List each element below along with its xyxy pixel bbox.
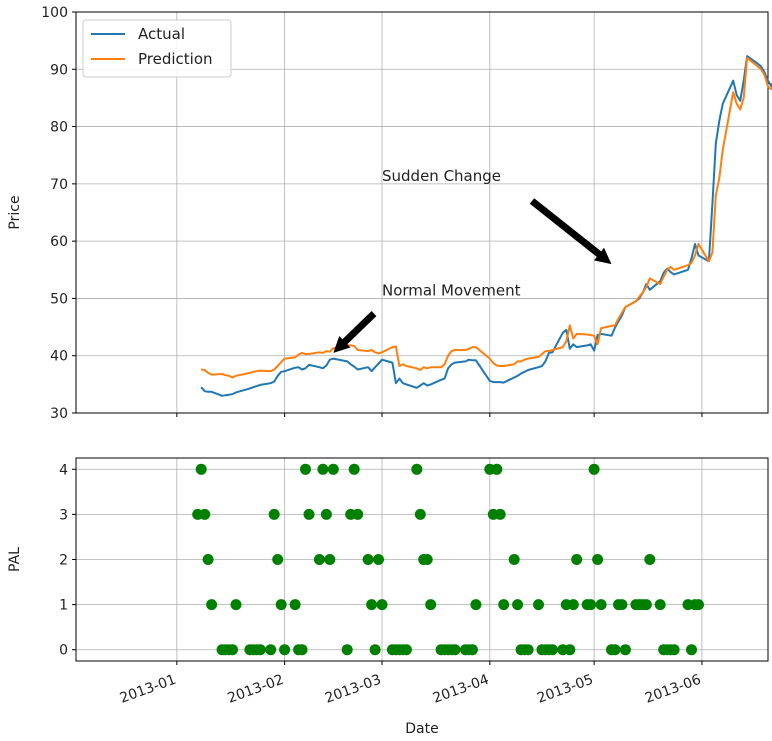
legend: Actual Prediction xyxy=(82,19,232,78)
scatter-point xyxy=(571,554,583,565)
scatter-point xyxy=(195,463,207,475)
y-tick-label: 50 xyxy=(50,291,68,307)
y-tick-label: 3 xyxy=(59,507,68,523)
scatter-point xyxy=(254,644,266,656)
bottom-panel: 0 1 2 3 4 PAL 2013-01 2013-02 2013-03 2013-04 2013… xyxy=(7,457,769,737)
scatter-point xyxy=(303,508,315,520)
scatter-point xyxy=(227,644,238,656)
y-axis-label: PAL xyxy=(7,547,23,572)
scatter-point xyxy=(588,463,600,475)
legend-label: Actual xyxy=(138,25,185,43)
scatter-point xyxy=(324,554,336,565)
y-tick-label: 2 xyxy=(59,553,68,569)
x-tick-label: 2013-04 xyxy=(431,672,492,707)
scatter-point xyxy=(693,599,704,611)
annotation-text: Sudden Change xyxy=(382,167,501,185)
scatter-point xyxy=(494,508,506,520)
scatter-point xyxy=(199,508,211,520)
scatter-point xyxy=(376,599,388,611)
scatter-point xyxy=(317,463,329,475)
y-tick-label: 4 xyxy=(59,462,68,478)
scatter-point xyxy=(640,599,652,611)
scatter-point xyxy=(522,644,534,656)
y-tick-label: 0 xyxy=(59,643,68,659)
scatter-point xyxy=(362,554,374,565)
scatter-point xyxy=(275,599,287,611)
y-tick-label: 40 xyxy=(50,349,68,365)
scatter-point xyxy=(272,554,284,565)
y-axis-label: Price xyxy=(7,195,23,229)
scatter-point xyxy=(206,599,218,611)
scatter-point xyxy=(470,599,482,611)
scatter-point xyxy=(644,554,656,565)
y-tick-label: 1 xyxy=(59,598,68,614)
plot-frame xyxy=(75,457,769,662)
scatter-point xyxy=(341,644,353,656)
scatter-point xyxy=(327,463,339,475)
x-tick-label: 2013-05 xyxy=(535,672,595,707)
scatter-point xyxy=(313,554,325,565)
scatter-point xyxy=(466,644,478,656)
scatter-point xyxy=(320,508,332,520)
scatter-point xyxy=(564,644,576,656)
scatter-point xyxy=(449,644,461,656)
scatter-point xyxy=(421,554,433,565)
x-tick-label: 2013-06 xyxy=(643,672,704,707)
y-tick-label: 90 xyxy=(50,62,68,78)
series-line-actual xyxy=(200,55,772,397)
scatter-point xyxy=(373,554,384,565)
annotation-text: Normal Movement xyxy=(382,282,521,300)
y-tick-label: 30 xyxy=(50,406,68,422)
scatter-point xyxy=(585,599,597,611)
scatter-point xyxy=(668,644,680,656)
y-tick-label: 60 xyxy=(50,234,68,250)
x-axis-label: Date xyxy=(405,721,438,737)
annotation-arrow xyxy=(529,198,612,265)
series-line-prediction xyxy=(201,56,772,379)
scatter-point xyxy=(230,599,242,611)
scatter-point xyxy=(414,508,426,520)
x-tick-label: 2013-02 xyxy=(226,672,286,707)
scatter-point xyxy=(296,644,308,656)
scatter-point xyxy=(300,463,311,475)
x-tick-label: 2013-01 xyxy=(118,672,178,707)
scatter-point xyxy=(352,508,364,520)
scatter-point xyxy=(202,554,214,565)
y-tick-label: 80 xyxy=(50,120,68,136)
plot-frame xyxy=(75,11,769,414)
x-tick-label: 2013-03 xyxy=(323,672,383,707)
scatter-point xyxy=(616,599,628,611)
scatter-point xyxy=(289,599,301,611)
scatter-point xyxy=(366,599,378,611)
scatter-point xyxy=(348,463,360,475)
scatter-point xyxy=(400,644,412,656)
scatter-point xyxy=(279,644,291,656)
scatter-point xyxy=(512,599,524,611)
top-panel: 30 40 50 60 70 80 90 100 Price Sudden Change Norma… xyxy=(7,5,772,422)
scatter-point xyxy=(595,599,607,611)
scatter-point xyxy=(265,644,277,656)
scatter-point xyxy=(567,599,579,611)
scatter-point xyxy=(491,463,503,475)
legend-label: Prediction xyxy=(138,50,213,68)
scatter-point xyxy=(268,508,280,520)
scatter-point xyxy=(654,599,666,611)
annotation-arrow xyxy=(333,311,377,353)
scatter-point xyxy=(609,644,621,656)
scatter-point xyxy=(546,644,558,656)
scatter-point xyxy=(498,599,510,611)
scatter-point xyxy=(369,644,381,656)
scatter-point xyxy=(619,644,631,656)
y-tick-label: 100 xyxy=(41,5,68,21)
y-tick-label: 70 xyxy=(50,177,68,193)
scatter-point xyxy=(592,554,604,565)
scatter-point xyxy=(425,599,437,611)
scatter-point xyxy=(686,644,697,656)
scatter-point xyxy=(411,463,423,475)
scatter-point xyxy=(508,554,520,565)
scatter-point xyxy=(533,599,544,611)
